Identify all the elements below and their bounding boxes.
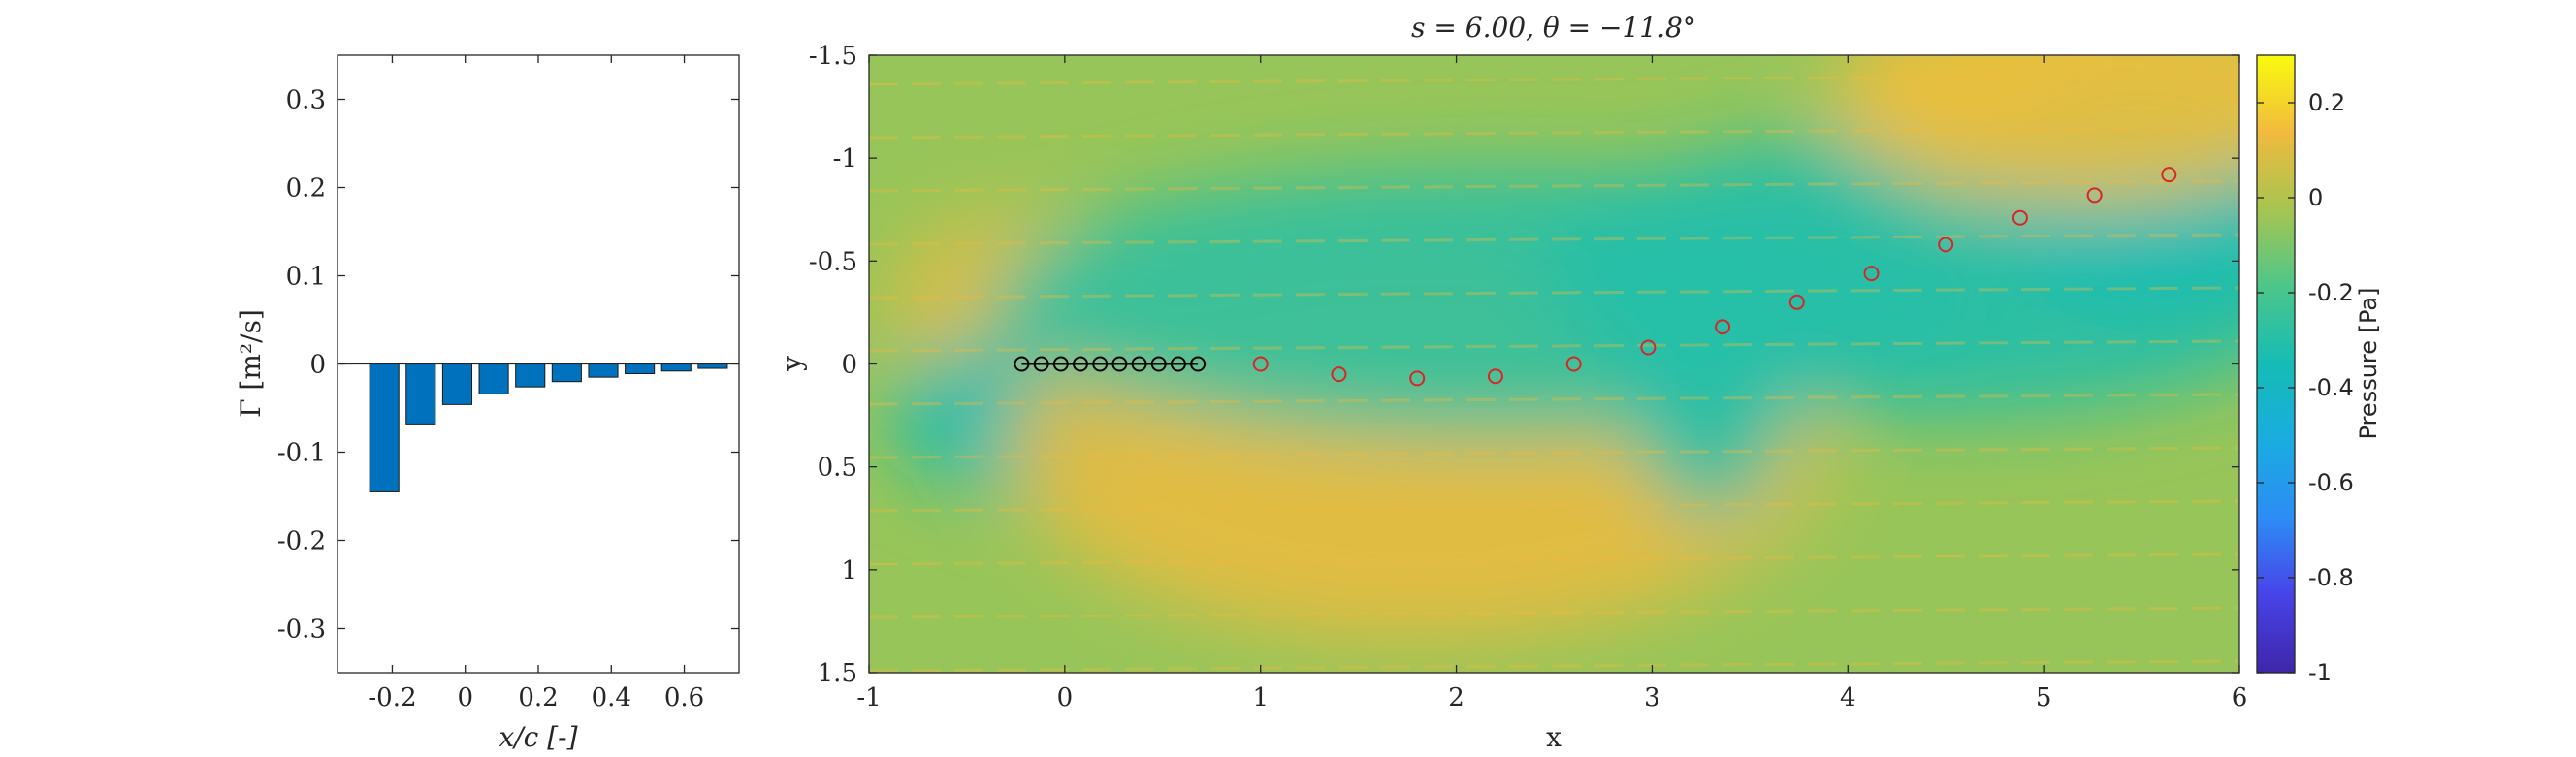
wake-vortex-marker xyxy=(2012,209,2028,226)
field-x-ticks: -1 0 1 2 3 4 5 6 xyxy=(856,55,2247,712)
colorbar-ticks: 0.2 0 -0.2 -0.4 -0.6 -0.8 -1 xyxy=(2257,89,2354,686)
wake-vortex-marker xyxy=(1252,356,1269,372)
bar-x-label: x/c [-] xyxy=(499,721,577,753)
field-y-label: y xyxy=(776,356,808,372)
wake-vortex-marker xyxy=(2161,167,2177,183)
plate-vortices xyxy=(1014,356,1207,372)
field-y-ticks: -1.5 -1 -0.5 0 0.5 1 1.5 xyxy=(809,42,2239,688)
tick-label: 0.1 xyxy=(286,263,326,292)
field-title: s = 6.00, θ = −11.8° xyxy=(1411,12,1696,44)
bar xyxy=(660,363,692,372)
bar xyxy=(369,363,400,492)
wake-vortex-marker xyxy=(1409,370,1426,387)
bar-chart: -0.2 0 0.2 0.4 0.6 -0.3 -0.2 -0.1 0 0.1 0.2 0.3 x/… xyxy=(235,54,740,753)
bar xyxy=(625,363,656,375)
tick-label: 0 xyxy=(841,351,857,380)
bar xyxy=(515,363,546,388)
bar-x-ticks: -0.2 0 0.2 0.4 0.6 xyxy=(368,55,704,712)
wake-vortex-marker xyxy=(1788,294,1805,310)
bar xyxy=(551,363,582,383)
wake-vortex-marker xyxy=(1938,237,1954,253)
tick-label: -1 xyxy=(833,144,857,173)
tick-label: -0.2 xyxy=(368,683,416,712)
wake-vortex-marker xyxy=(1331,366,1347,383)
field-x-label: x xyxy=(1546,721,1562,753)
bar xyxy=(478,363,509,394)
tick-label: 0.2 xyxy=(518,683,558,712)
bar-y-ticks: -0.3 -0.2 -0.1 0 0.1 0.2 0.3 xyxy=(277,86,739,645)
tick-label: -0.1 xyxy=(277,439,326,468)
tick-label: 0 xyxy=(309,351,326,380)
tick-label: 0.6 xyxy=(664,683,704,712)
tick-label: 0.2 xyxy=(2308,89,2345,116)
bar-y-label: Γ [m²/s] xyxy=(235,309,267,418)
tick-label: 0.5 xyxy=(818,454,857,483)
tick-label: 3 xyxy=(1644,683,1660,712)
bar xyxy=(405,363,436,425)
tick-label: 6 xyxy=(2232,683,2248,712)
wake-vortices xyxy=(1252,167,2177,387)
colorbar-label: Pressure [Pa] xyxy=(2355,288,2382,440)
tick-label: -0.4 xyxy=(2308,374,2354,401)
tick-label: 5 xyxy=(2036,683,2052,712)
tick-label: 2 xyxy=(1448,683,1465,712)
wake-vortex-marker xyxy=(1640,339,1657,356)
tick-label: 1 xyxy=(841,556,857,585)
tick-label: 1 xyxy=(1252,683,1269,712)
tick-label: 0 xyxy=(2308,184,2323,211)
colorbar-frame xyxy=(2256,54,2296,674)
wake-vortex-marker xyxy=(1863,266,1880,282)
tick-label: -0.2 xyxy=(2308,279,2354,306)
tick-label: -0.5 xyxy=(809,247,857,276)
tick-label: 0 xyxy=(1057,683,1074,712)
bar xyxy=(588,363,619,378)
pressure-field-chart: -1 0 1 2 3 4 5 6 -1.5 -1 -0.5 0 0.5 1 1.5 s = 6.00, θ… xyxy=(776,12,2247,753)
tick-label: 0.4 xyxy=(592,683,631,712)
tick-label: 0.2 xyxy=(286,174,326,204)
bar xyxy=(441,363,473,405)
wake-vortex-marker xyxy=(2086,187,2103,204)
wake-vortex-marker xyxy=(1565,356,1582,372)
wake-vortex-marker xyxy=(1487,368,1503,385)
tick-label: -0.8 xyxy=(2308,564,2354,591)
tick-label: 0 xyxy=(457,683,473,712)
tick-label: -0.2 xyxy=(277,527,326,556)
tick-label: 1.5 xyxy=(818,659,857,688)
tick-label: -0.3 xyxy=(277,615,326,645)
colorbar-gradient xyxy=(2257,55,2295,673)
tick-label: -1.5 xyxy=(809,42,857,71)
tick-label: 0.3 xyxy=(286,86,326,115)
tick-label: -1 xyxy=(856,683,881,712)
tick-label: 4 xyxy=(1840,683,1856,712)
tick-label: -1 xyxy=(2308,659,2332,686)
bar xyxy=(697,363,728,369)
colorbar: 0.2 0 -0.2 -0.4 -0.6 -0.8 -1 Pressure [Pa] xyxy=(2256,54,2382,686)
tick-label: -0.6 xyxy=(2308,469,2354,496)
pressure-field xyxy=(869,55,2239,673)
wake-vortex-marker xyxy=(1715,319,1731,335)
